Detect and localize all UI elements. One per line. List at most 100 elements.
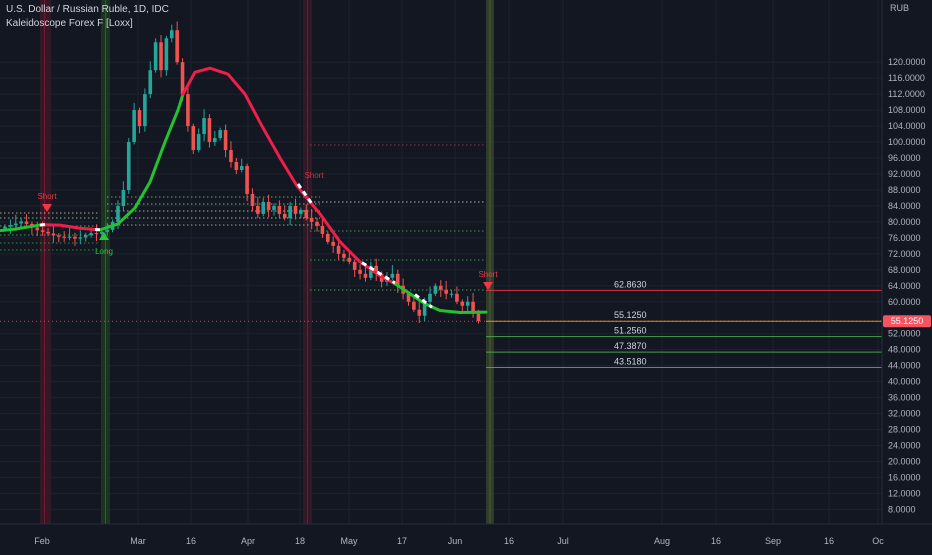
candle-body — [52, 233, 56, 235]
candle-up — [127, 138, 131, 194]
candle-body — [35, 227, 39, 230]
candle-body — [304, 210, 308, 218]
candle-body — [358, 270, 362, 274]
short-signal-label: Short — [478, 270, 498, 279]
y-tick-label: 64.0000 — [888, 281, 921, 291]
candle-body — [73, 237, 77, 239]
price-badge-text: 55.1250 — [891, 316, 924, 326]
x-tick-label: Feb — [34, 536, 50, 546]
candle-body — [256, 206, 260, 214]
candle-body — [25, 222, 29, 224]
x-tick-label: 16 — [711, 536, 721, 546]
candle-body — [14, 223, 18, 225]
candle-body — [235, 162, 239, 170]
candle-body — [138, 110, 142, 126]
symbol-title[interactable]: U.S. Dollar / Russian Ruble, 1D, IDC — [6, 4, 169, 15]
target-level-label: 47.3870 — [614, 341, 647, 351]
indicator-title[interactable]: Kaleidoscope Forex F [Loxx] — [6, 18, 133, 29]
candle-body — [278, 206, 282, 214]
candle-body — [41, 230, 45, 232]
candle-body — [181, 62, 185, 94]
y-tick-label: 8.0000 — [888, 504, 916, 514]
last-price-badge: 55.1250 — [883, 315, 931, 327]
candle-down — [192, 124, 196, 154]
candle-body — [95, 233, 99, 234]
candle-body — [348, 258, 352, 262]
y-tick-label: 44.0000 — [888, 361, 921, 371]
candle-body — [444, 290, 448, 294]
y-tick-label: 116.0000 — [888, 73, 925, 83]
y-tick-label: 100.0000 — [888, 137, 926, 147]
candle-body — [267, 202, 271, 210]
candle-body — [46, 232, 50, 234]
y-tick-label: 76.0000 — [888, 233, 921, 243]
short-signal-label: Short — [37, 192, 57, 201]
target-level-label: 55.1250 — [614, 310, 647, 320]
candle-body — [391, 274, 395, 278]
y-tick-label: 96.0000 — [888, 153, 921, 163]
candle-body — [439, 286, 443, 290]
candle-body — [68, 237, 72, 238]
candle-up — [154, 38, 158, 72]
y-tick-label: 80.0000 — [888, 217, 921, 227]
candle-up — [143, 89, 147, 132]
candle-body — [175, 30, 179, 62]
x-tick-label: Apr — [241, 536, 255, 546]
candle-body — [218, 130, 222, 138]
candle-body — [202, 118, 206, 134]
candle-body — [251, 194, 255, 206]
candle-body — [272, 206, 276, 210]
candle-body — [337, 246, 341, 254]
candle-body — [455, 294, 459, 302]
y-tick-label: 28.0000 — [888, 425, 921, 435]
candle-body — [57, 235, 61, 236]
candle-body — [342, 254, 346, 258]
candle-body — [159, 42, 163, 70]
candle-body — [364, 274, 368, 278]
candle-body — [122, 190, 126, 206]
candle-body — [310, 218, 314, 222]
candle-body — [353, 262, 357, 270]
candle-body — [245, 166, 249, 194]
x-tick-label: Sep — [765, 536, 781, 546]
y-tick-label: 84.0000 — [888, 201, 921, 211]
target-level-label: 43.5180 — [614, 357, 647, 367]
y-tick-label: 60.0000 — [888, 297, 921, 307]
y-tick-label: 32.0000 — [888, 409, 921, 419]
target-level-label: 51.2560 — [614, 326, 647, 336]
x-tick-label: Oc — [872, 536, 884, 546]
candle-up — [165, 36, 169, 76]
x-tick-label: 18 — [295, 536, 305, 546]
candle-body — [132, 110, 136, 142]
candle-body — [331, 242, 335, 246]
candle-body — [315, 222, 319, 226]
candle-body — [192, 126, 196, 150]
candle-body — [127, 142, 131, 190]
candle-body — [19, 222, 23, 224]
candle-body — [84, 235, 88, 237]
candle-body — [62, 237, 66, 238]
candle-body — [283, 214, 287, 218]
candle-body — [208, 118, 212, 142]
y-tick-label: 112.0000 — [888, 89, 925, 99]
candle-body — [197, 134, 201, 150]
candle-body — [79, 237, 83, 238]
y-tick-label: 20.0000 — [888, 456, 921, 466]
x-tick-label: 16 — [824, 536, 834, 546]
y-tick-label: 88.0000 — [888, 185, 921, 195]
candle-body — [240, 166, 244, 170]
y-tick-label: 40.0000 — [888, 377, 921, 387]
candle-body — [9, 225, 13, 227]
candle-body — [434, 286, 438, 294]
candle-body — [170, 30, 174, 38]
y-tick-label: 24.0000 — [888, 440, 921, 450]
candle-body — [461, 302, 465, 306]
currency-label: RUB — [890, 3, 909, 13]
y-tick-label: 120.0000 — [888, 57, 926, 67]
y-axis[interactable]: RUB120.0000116.0000112.0000108.0000104.0… — [882, 0, 932, 550]
y-tick-label: 12.0000 — [888, 488, 921, 498]
x-tick-label: Jun — [448, 536, 463, 546]
candle-body — [428, 294, 432, 302]
x-tick-label: May — [340, 536, 358, 546]
